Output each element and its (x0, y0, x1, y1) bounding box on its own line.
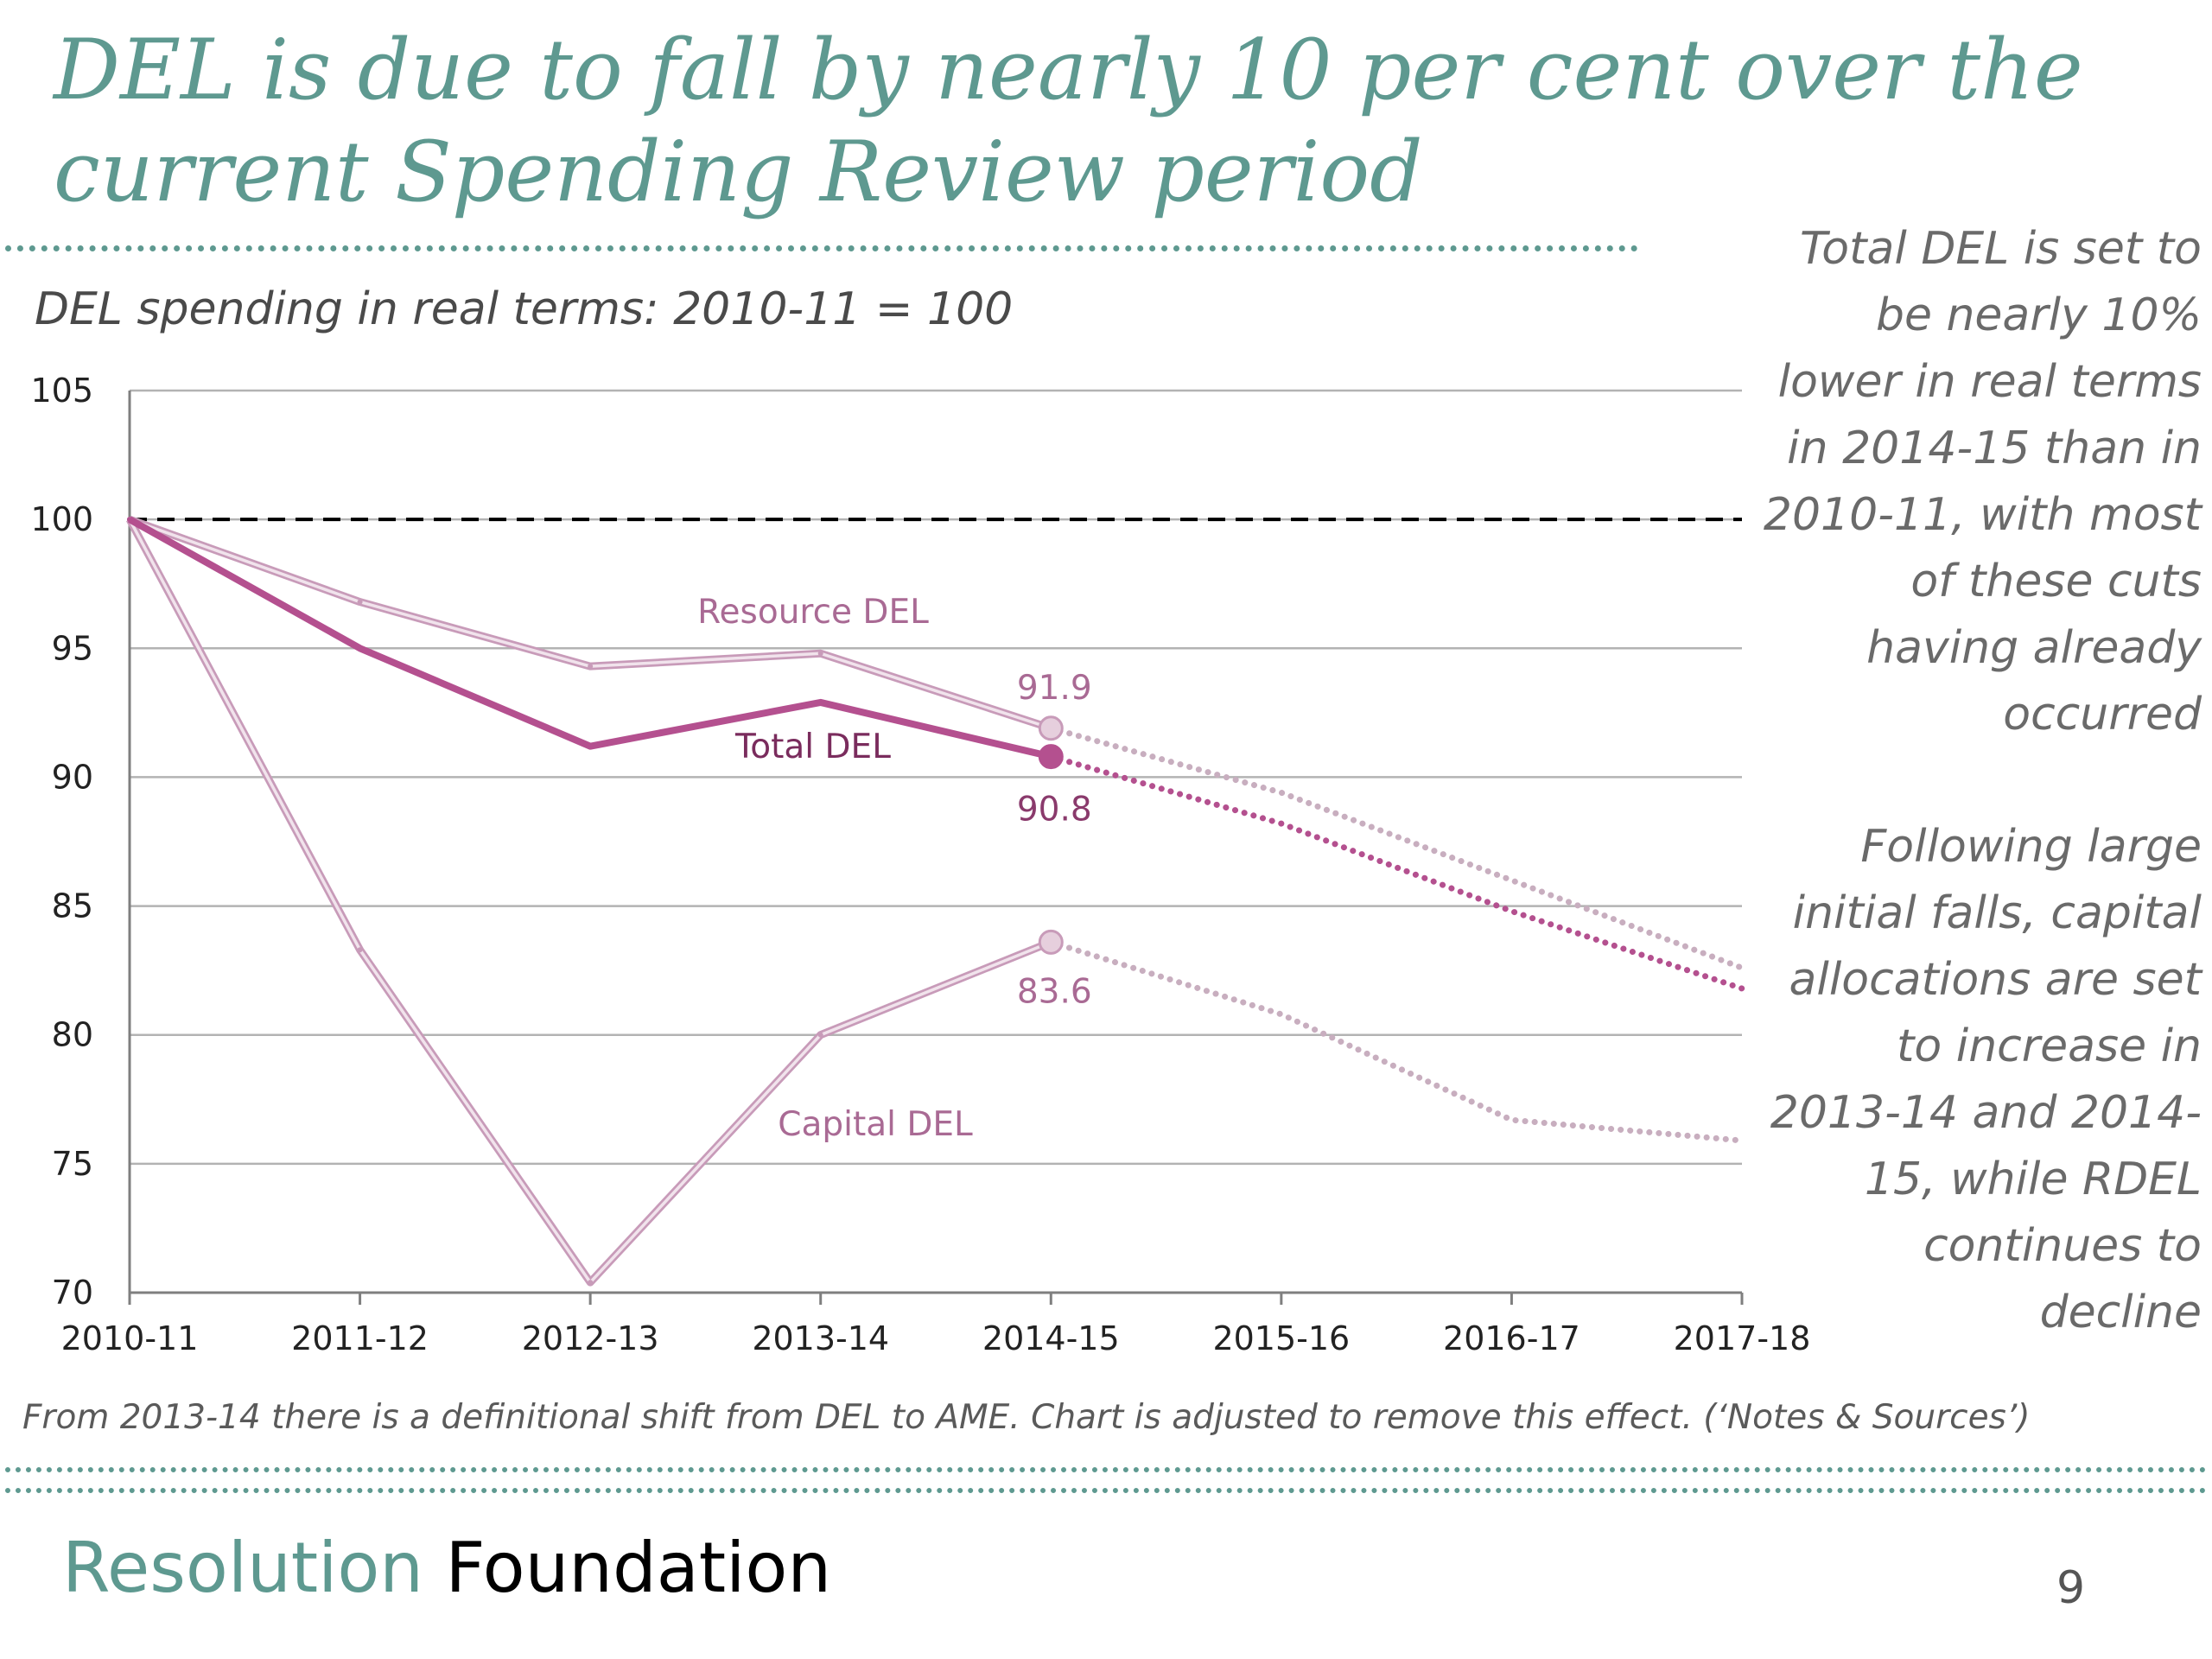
chart-footnote: From 2013-14 there is a definitional shi… (22, 1398, 2031, 1437)
total-del-point-2013-14 (817, 699, 823, 705)
y-tick-label-90: 90 (52, 758, 93, 796)
top-dotted-divider (5, 245, 1638, 251)
capital-del-marker-2014-15 (1038, 929, 1064, 955)
total-del-series-label: Total DEL (734, 728, 891, 766)
brand-word-foundation: Foundation (445, 1528, 832, 1608)
commentary-paragraph-2: Following large initial falls, capital a… (1770, 821, 2202, 1338)
page-number: 9 (2056, 1562, 2086, 1614)
y-tick-label-95: 95 (52, 629, 93, 667)
resource-del-point-2012-13 (588, 664, 594, 670)
x-tick-label-2016-17: 2016-17 (1443, 1319, 1580, 1357)
resource-del-point-2013-14 (817, 651, 823, 657)
brand-logo: Resolution Foundation (62, 1528, 831, 1608)
total-del-point-2010-11 (127, 517, 132, 523)
total-del-marker-2014-15 (1038, 744, 1064, 770)
y-tick-label-100: 100 (30, 500, 93, 538)
y-tick-label-85: 85 (52, 887, 93, 925)
resource-del-projection-line (1047, 725, 1745, 971)
resource-del-point-2011-12 (357, 599, 363, 605)
resource-del-series-label: Resource DEL (697, 593, 929, 632)
total-del-point-2011-12 (357, 645, 363, 652)
capital-del-point-2012-13 (588, 1280, 594, 1286)
x-tick-label-2011-12: 2011-12 (291, 1319, 429, 1357)
capital-del-line (128, 518, 1052, 1284)
capital-del-point-2013-14 (817, 1032, 823, 1038)
slide-title: DEL is due to fall by nearly 10 per cent… (54, 22, 2083, 220)
capital-del-data-label: 83.6 (1017, 972, 1092, 1011)
x-tick-label-2015-16: 2015-16 (1212, 1319, 1350, 1357)
commentary-panel: Total DEL is set to be nearly 10% lower … (1752, 216, 2202, 1346)
capital-del-line-outline (126, 518, 1052, 1287)
x-tick-label-2014-15: 2014-15 (982, 1319, 1120, 1357)
commentary-paragraph-1: Total DEL is set to be nearly 10% lower … (1763, 223, 2202, 741)
y-tick-label-75: 75 (52, 1145, 93, 1183)
x-tick-label-2017-18: 2017-18 (1674, 1319, 1811, 1357)
bottom-dotted-divider (5, 1467, 2207, 1493)
capital-del-series-label: Capital DEL (778, 1105, 973, 1144)
chart-subtitle: DEL spending in real terms: 2010-11 = 10… (35, 283, 1014, 335)
y-tick-label-70: 70 (52, 1274, 93, 1312)
y-tick-label-105: 105 (30, 372, 93, 410)
y-tick-label-80: 80 (52, 1016, 93, 1054)
capital-del-projection-line (1047, 938, 1745, 1144)
resource-del-marker-2014-15 (1038, 715, 1064, 741)
total-del-data-label: 90.8 (1017, 791, 1092, 830)
x-tick-label-2012-13: 2012-13 (522, 1319, 659, 1357)
x-tick-label-2010-11: 2010-11 (61, 1319, 199, 1357)
total-del-projection-line (1047, 753, 1745, 992)
brand-word-resolution: Resolution (62, 1528, 424, 1608)
x-tick-label-2013-14: 2013-14 (752, 1319, 889, 1357)
total-del-line (128, 516, 1052, 760)
total-del-point-2012-13 (588, 743, 594, 749)
capital-del-point-2011-12 (357, 947, 363, 953)
resource-del-data-label: 91.9 (1017, 669, 1092, 708)
